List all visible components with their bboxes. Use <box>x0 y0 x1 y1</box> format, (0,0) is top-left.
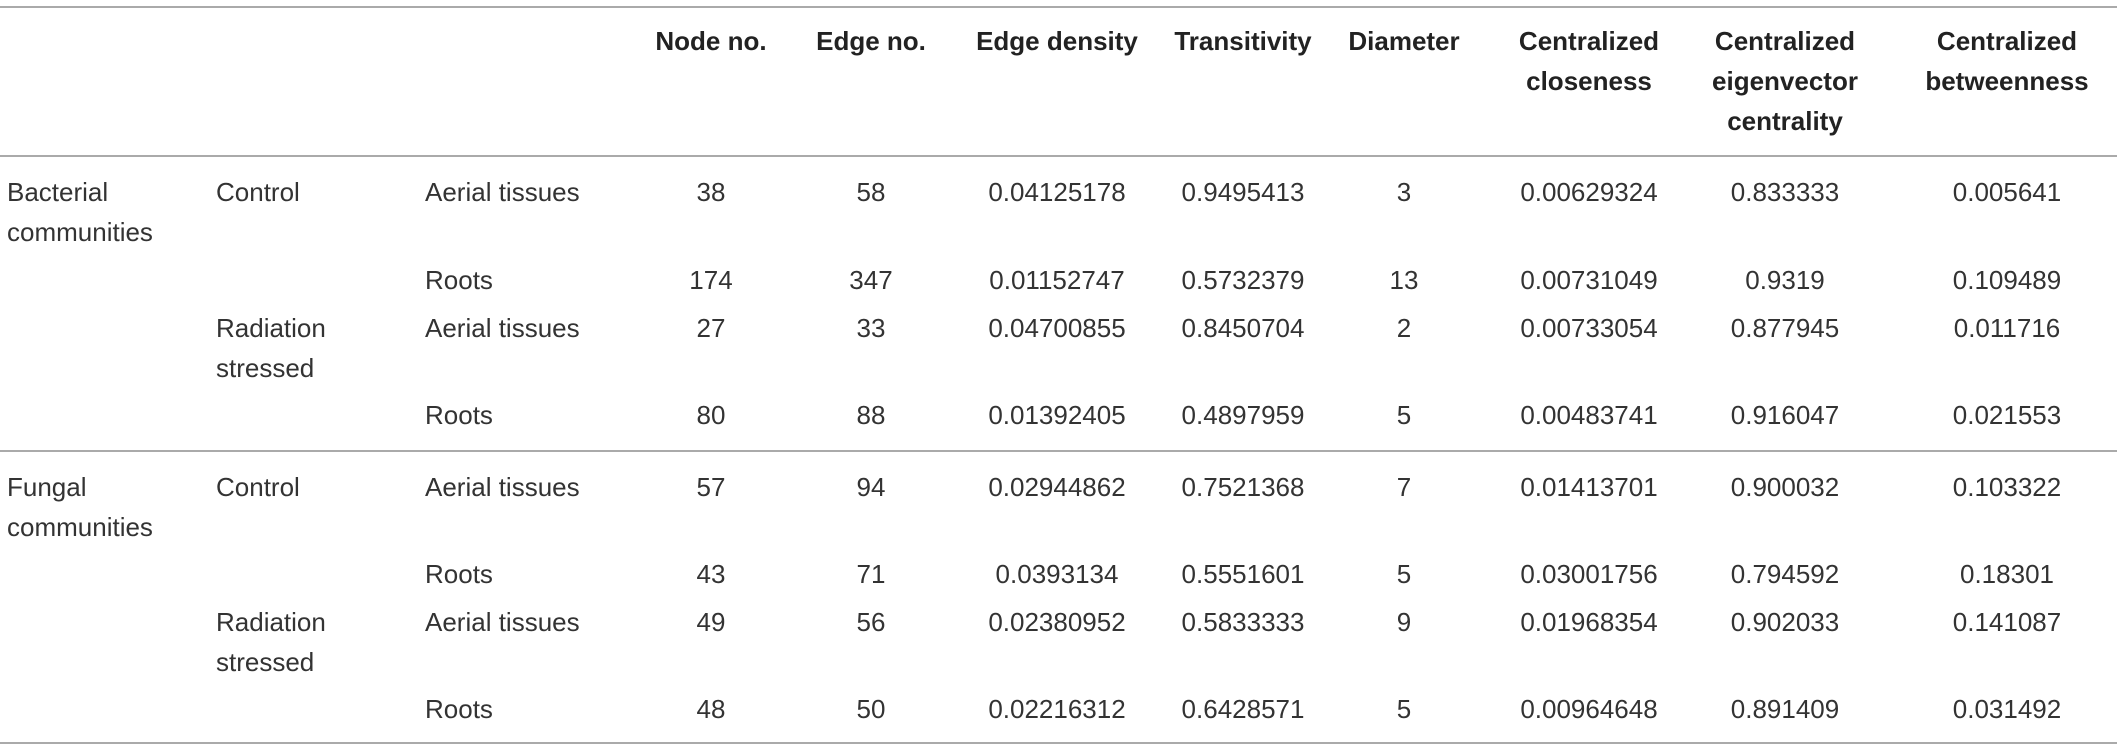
table-cell: 174 <box>689 265 733 295</box>
condition-label: Radiation stressed <box>216 607 326 677</box>
table-cell: 5 <box>1396 559 1412 589</box>
table-cell: 0.01392405 <box>988 400 1126 430</box>
condition-label: Control <box>216 472 300 502</box>
table-cell: 0.9495413 <box>1181 177 1305 207</box>
column-header: Centralized eigenvector centrality <box>1712 26 1858 136</box>
condition-label: Control <box>216 177 300 207</box>
table-cell: 0.9319 <box>1745 265 1825 295</box>
tissue-label: Aerial tissues <box>425 472 580 502</box>
table-cell: 0.109489 <box>1952 265 2062 295</box>
table-cell: 49 <box>696 607 726 637</box>
table-cell: 0.833333 <box>1730 177 1840 207</box>
table-cell: 0.031492 <box>1952 694 2062 724</box>
table-cell: 0.877945 <box>1730 313 1840 343</box>
tissue-label: Roots <box>425 694 493 724</box>
table-cell: 58 <box>856 177 886 207</box>
table-cell: 80 <box>696 400 726 430</box>
table-cell: 0.005641 <box>1952 177 2062 207</box>
table-cell: 0.7521368 <box>1181 472 1305 502</box>
table-cell: 0.103322 <box>1952 472 2062 502</box>
group-label: Fungal communities <box>7 472 153 542</box>
table-cell: 0.01968354 <box>1520 607 1658 637</box>
table-cell: 0.902033 <box>1730 607 1840 637</box>
table-cell: 0.011716 <box>1953 313 2061 343</box>
table-cell: 27 <box>696 313 726 343</box>
table-cell: 0.04125178 <box>988 177 1126 207</box>
table-cell: 48 <box>696 694 726 724</box>
rule <box>0 6 2117 8</box>
table-cell: 38 <box>696 177 726 207</box>
table-cell: 0.0393134 <box>995 559 1119 589</box>
tissue-label: Roots <box>425 265 493 295</box>
table-cell: 9 <box>1396 607 1412 637</box>
table-cell: 0.900032 <box>1730 472 1840 502</box>
table-cell: 0.00733054 <box>1520 313 1658 343</box>
table-cell: 0.794592 <box>1730 559 1840 589</box>
column-header: Edge density <box>976 26 1138 56</box>
column-header: Edge no. <box>816 26 926 56</box>
table-cell: 0.02380952 <box>988 607 1126 637</box>
table-cell: 0.021553 <box>1952 400 2062 430</box>
table-cell: 0.891409 <box>1730 694 1840 724</box>
table-cell: 94 <box>856 472 886 502</box>
table-cell: 5 <box>1396 400 1412 430</box>
table-cell: 347 <box>849 265 893 295</box>
tissue-label: Roots <box>425 559 493 589</box>
column-header: Centralized betweenness <box>1925 26 2089 96</box>
table-cell: 0.5551601 <box>1181 559 1305 589</box>
table-cell: 0.02944862 <box>988 472 1126 502</box>
table-cell: 0.00483741 <box>1520 400 1658 430</box>
table-cell: 0.01152747 <box>989 265 1125 295</box>
table-cell: 0.18301 <box>1960 559 2054 589</box>
group-label: Bacterial communities <box>7 177 153 247</box>
table-cell: 33 <box>856 313 886 343</box>
table-cell: 7 <box>1396 472 1412 502</box>
table-cell: 0.4897959 <box>1181 400 1305 430</box>
tissue-label: Aerial tissues <box>425 177 580 207</box>
table-cell: 88 <box>856 400 886 430</box>
table-cell: 0.04700855 <box>988 313 1126 343</box>
table-cell: 0.5732379 <box>1181 265 1305 295</box>
table-cell: 0.6428571 <box>1181 694 1305 724</box>
tissue-label: Roots <box>425 400 493 430</box>
tissue-label: Aerial tissues <box>425 607 580 637</box>
table-cell: 0.03001756 <box>1520 559 1658 589</box>
rule <box>0 155 2117 157</box>
table-cell: 0.916047 <box>1730 400 1840 430</box>
table-cell: 0.5833333 <box>1181 607 1305 637</box>
table-cell: 0.01413701 <box>1520 472 1658 502</box>
rule <box>0 742 2117 744</box>
table-cell: 5 <box>1396 694 1412 724</box>
table-cell: 0.141087 <box>1952 607 2062 637</box>
table-cell: 0.8450704 <box>1181 313 1305 343</box>
column-header: Transitivity <box>1174 26 1312 56</box>
column-header: Diameter <box>1348 26 1460 56</box>
table-cell: 56 <box>856 607 886 637</box>
table-cell: 3 <box>1396 177 1412 207</box>
tissue-label: Aerial tissues <box>425 313 580 343</box>
column-header: Centralized closeness <box>1518 26 1660 96</box>
table-cell: 13 <box>1389 265 1419 295</box>
table-cell: 2 <box>1396 313 1412 343</box>
table-cell: 43 <box>696 559 726 589</box>
table-cell: 0.00629324 <box>1520 177 1658 207</box>
table-cell: 57 <box>696 472 726 502</box>
column-header: Node no. <box>655 26 767 56</box>
table-cell: 50 <box>856 694 886 724</box>
table-cell: 71 <box>856 559 886 589</box>
rule <box>0 450 2117 452</box>
table-cell: 0.00964648 <box>1520 694 1658 724</box>
table-cell: 0.00731049 <box>1520 265 1658 295</box>
condition-label: Radiation stressed <box>216 313 326 383</box>
table-cell: 0.02216312 <box>988 694 1126 724</box>
